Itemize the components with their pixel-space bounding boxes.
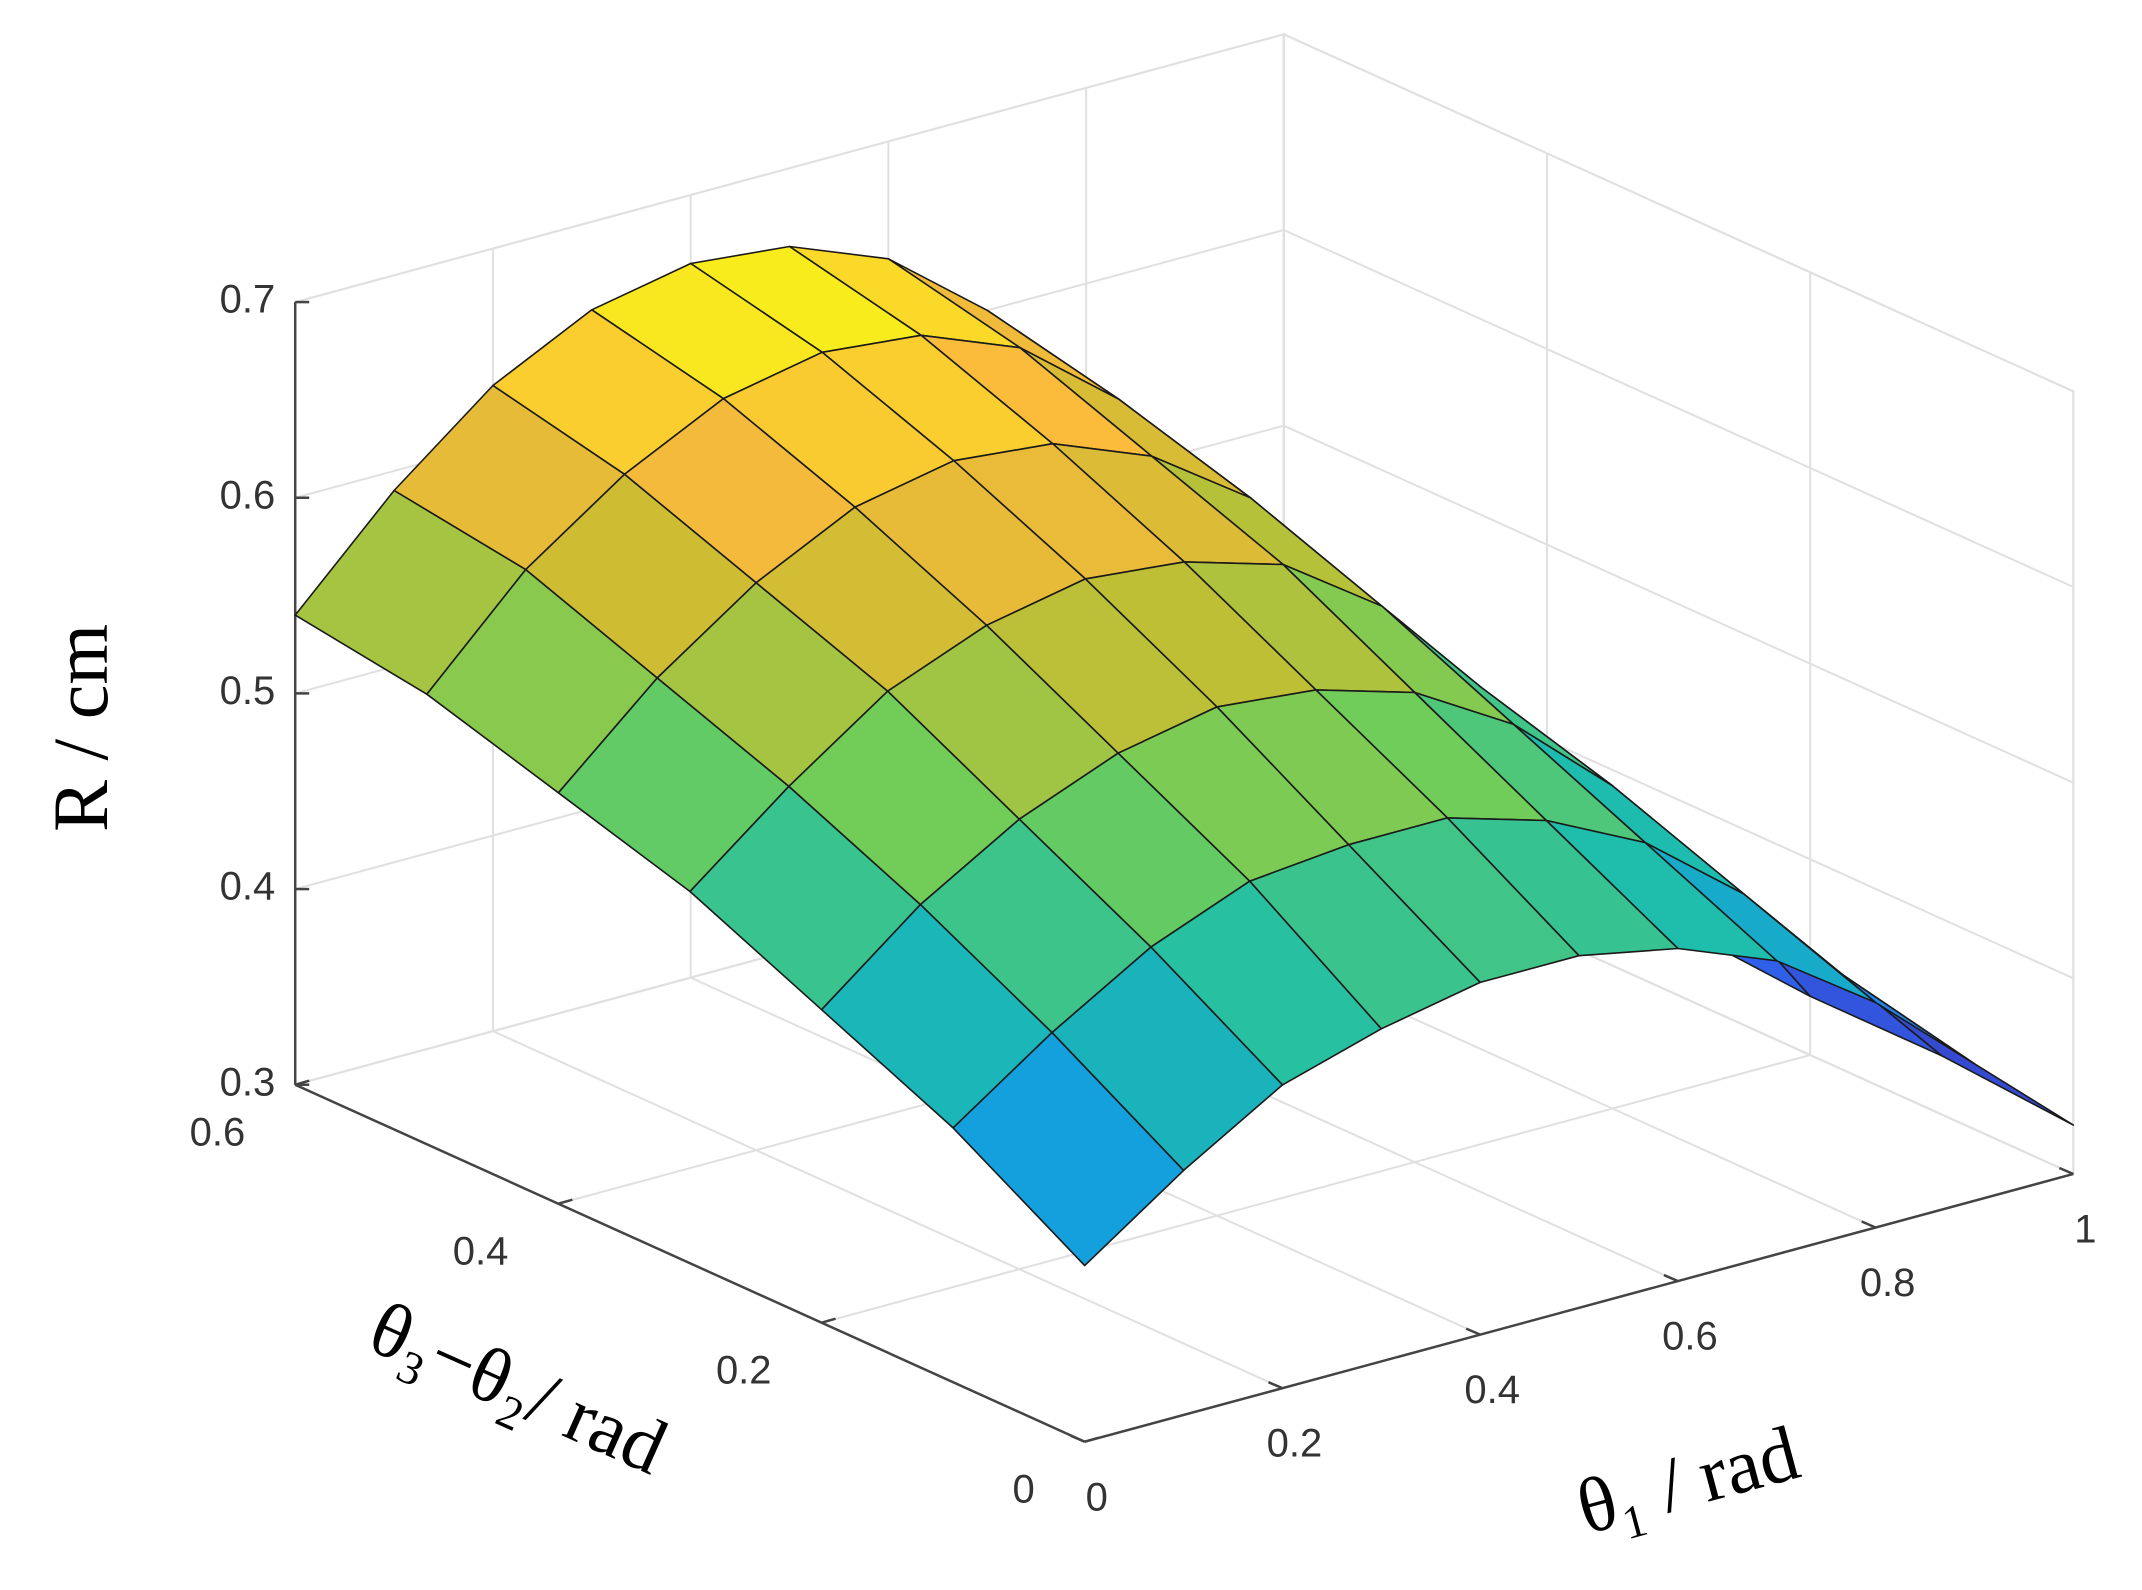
surface-cell: [952, 1031, 1185, 1267]
tick-mark: [294, 1079, 310, 1086]
tick-mark: [1861, 1220, 1877, 1229]
tick-mark: [1070, 1434, 1086, 1443]
y-axis: [294, 1083, 1086, 1443]
z-tick-label: 0.6: [220, 473, 276, 517]
grid-line: [1283, 229, 2074, 588]
tick-mark: [558, 1198, 573, 1205]
grid-line: [1283, 33, 2074, 393]
tick-mark: [1663, 1273, 1679, 1283]
x-tick-label: 0.4: [1464, 1368, 1520, 1412]
x-tick-label: 1: [2074, 1208, 2096, 1252]
x-axis: [1084, 1172, 2074, 1443]
grid-line: [492, 1030, 1283, 1390]
surface: [294, 245, 2075, 1267]
z-tick-label: 0.4: [220, 865, 276, 909]
z-tick-label: 0.5: [220, 669, 276, 713]
z-axis-label: R / cm: [37, 624, 124, 832]
z-tick-label: 0.7: [220, 278, 276, 322]
tick-mark: [1465, 1327, 1481, 1336]
tick-mark: [1267, 1381, 1283, 1390]
tick-mark: [2058, 1166, 2074, 1176]
grid-line: [1283, 424, 2074, 784]
y-tick-label: 0.4: [453, 1229, 509, 1273]
x-axis-label: θ₁ / rad: [1568, 1409, 1808, 1551]
grid-line: [294, 33, 1285, 304]
y-tick-label: 0.6: [190, 1110, 246, 1154]
y-tick-label: 0: [1012, 1467, 1034, 1511]
y-tick-label: 0.2: [716, 1348, 772, 1392]
tick-mark: [1084, 1436, 1100, 1443]
x-tick-label: 0.2: [1267, 1422, 1323, 1466]
y-axis-label: θ₃−θ₂/ rad: [357, 1284, 679, 1491]
grid-line: [821, 1054, 1811, 1324]
z-tick-label: 0.3: [220, 1060, 276, 1104]
tick-mark: [821, 1317, 836, 1324]
x-tick-label: 0.8: [1860, 1261, 1916, 1305]
x-tick-label: 0.6: [1662, 1315, 1718, 1359]
x-tick-label: 0: [1086, 1475, 1108, 1519]
